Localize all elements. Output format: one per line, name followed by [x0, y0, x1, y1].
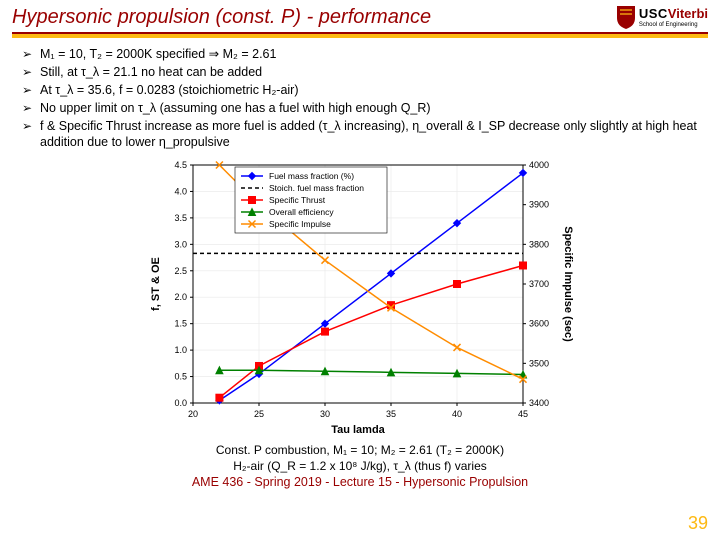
svg-text:30: 30 — [320, 409, 330, 419]
shield-icon — [615, 4, 637, 30]
svg-text:35: 35 — [386, 409, 396, 419]
svg-text:4000: 4000 — [529, 160, 549, 170]
svg-text:f, ST & OE: f, ST & OE — [150, 257, 162, 311]
logo-sub-text: School of Engineering — [639, 22, 708, 28]
svg-text:3800: 3800 — [529, 240, 549, 250]
usc-logo: USCViterbi School of Engineering — [615, 4, 708, 30]
svg-text:3.5: 3.5 — [174, 213, 187, 223]
svg-text:Stoich. fuel mass fraction: Stoich. fuel mass fraction — [269, 183, 364, 193]
svg-text:Overall efficiency: Overall efficiency — [269, 207, 334, 217]
svg-text:Specific Impulse: Specific Impulse — [269, 219, 331, 229]
svg-text:Specific Thrust: Specific Thrust — [269, 195, 326, 205]
svg-text:2.5: 2.5 — [174, 266, 187, 276]
svg-text:0.5: 0.5 — [174, 372, 187, 382]
caption-line: H₂-air (Q_R = 1.2 x 10⁸ J/kg), τ_λ (thus… — [0, 459, 720, 475]
svg-text:4.5: 4.5 — [174, 160, 187, 170]
svg-text:1.0: 1.0 — [174, 345, 187, 355]
svg-text:3500: 3500 — [529, 359, 549, 369]
bullet-list: M₁ = 10, T₂ = 2000K specified ⇒ M₂ = 2.6… — [0, 38, 720, 151]
list-item: f & Specific Thrust increase as more fue… — [26, 118, 704, 152]
svg-text:Specific Impulse (sec): Specific Impulse (sec) — [562, 226, 574, 342]
svg-text:25: 25 — [254, 409, 264, 419]
list-item: At τ_λ = 35.6, f = 0.0283 (stoichiometri… — [26, 82, 704, 99]
slide-header: Hypersonic propulsion (const. P) - perfo… — [0, 0, 720, 30]
svg-text:Tau lamda: Tau lamda — [331, 424, 385, 436]
chart-caption: Const. P combustion, M₁ = 10; M₂ = 2.61 … — [0, 443, 720, 490]
list-item: No upper limit on τ_λ (assuming one has … — [26, 100, 704, 117]
svg-text:3400: 3400 — [529, 398, 549, 408]
logo-usc-text: USC — [639, 6, 668, 21]
course-line: AME 436 - Spring 2019 - Lecture 15 - Hyp… — [0, 474, 720, 490]
svg-text:40: 40 — [452, 409, 462, 419]
list-item: Still, at τ_λ = 21.1 no heat can be adde… — [26, 64, 704, 81]
list-item: M₁ = 10, T₂ = 2000K specified ⇒ M₂ = 2.6… — [26, 46, 704, 63]
slide-title: Hypersonic propulsion (const. P) - perfo… — [12, 6, 431, 29]
svg-text:4.0: 4.0 — [174, 187, 187, 197]
svg-text:3900: 3900 — [529, 200, 549, 210]
chart-container: 0.0 0.5 1.0 1.5 2.0 2.5 3.0 3.5 4.0 4.5 3400 3500 36… — [0, 157, 720, 437]
logo-viterbi-text: Viterbi — [668, 6, 708, 21]
svg-text:3600: 3600 — [529, 319, 549, 329]
svg-text:3700: 3700 — [529, 279, 549, 289]
svg-text:20: 20 — [188, 409, 198, 419]
svg-text:3.0: 3.0 — [174, 240, 187, 250]
performance-chart: 0.0 0.5 1.0 1.5 2.0 2.5 3.0 3.5 4.0 4.5 3400 3500 36… — [145, 157, 575, 437]
page-number: 39 — [688, 513, 708, 534]
caption-line: Const. P combustion, M₁ = 10; M₂ = 2.61 … — [0, 443, 720, 459]
svg-text:0.0: 0.0 — [174, 398, 187, 408]
svg-text:2.0: 2.0 — [174, 292, 187, 302]
svg-text:1.5: 1.5 — [174, 319, 187, 329]
svg-text:45: 45 — [518, 409, 528, 419]
svg-text:Fuel mass fraction (%): Fuel mass fraction (%) — [269, 171, 354, 181]
